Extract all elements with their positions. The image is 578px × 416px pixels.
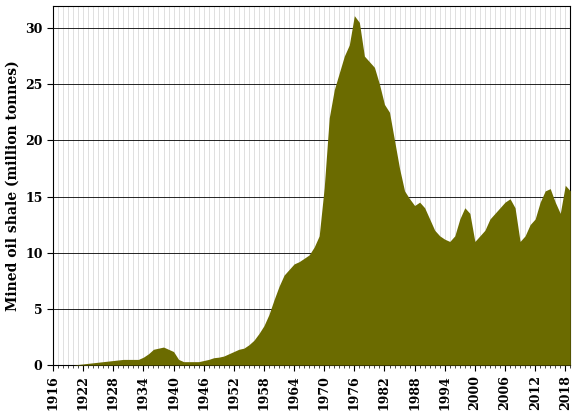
Y-axis label: Mined oil shale (million tonnes): Mined oil shale (million tonnes): [6, 60, 20, 311]
